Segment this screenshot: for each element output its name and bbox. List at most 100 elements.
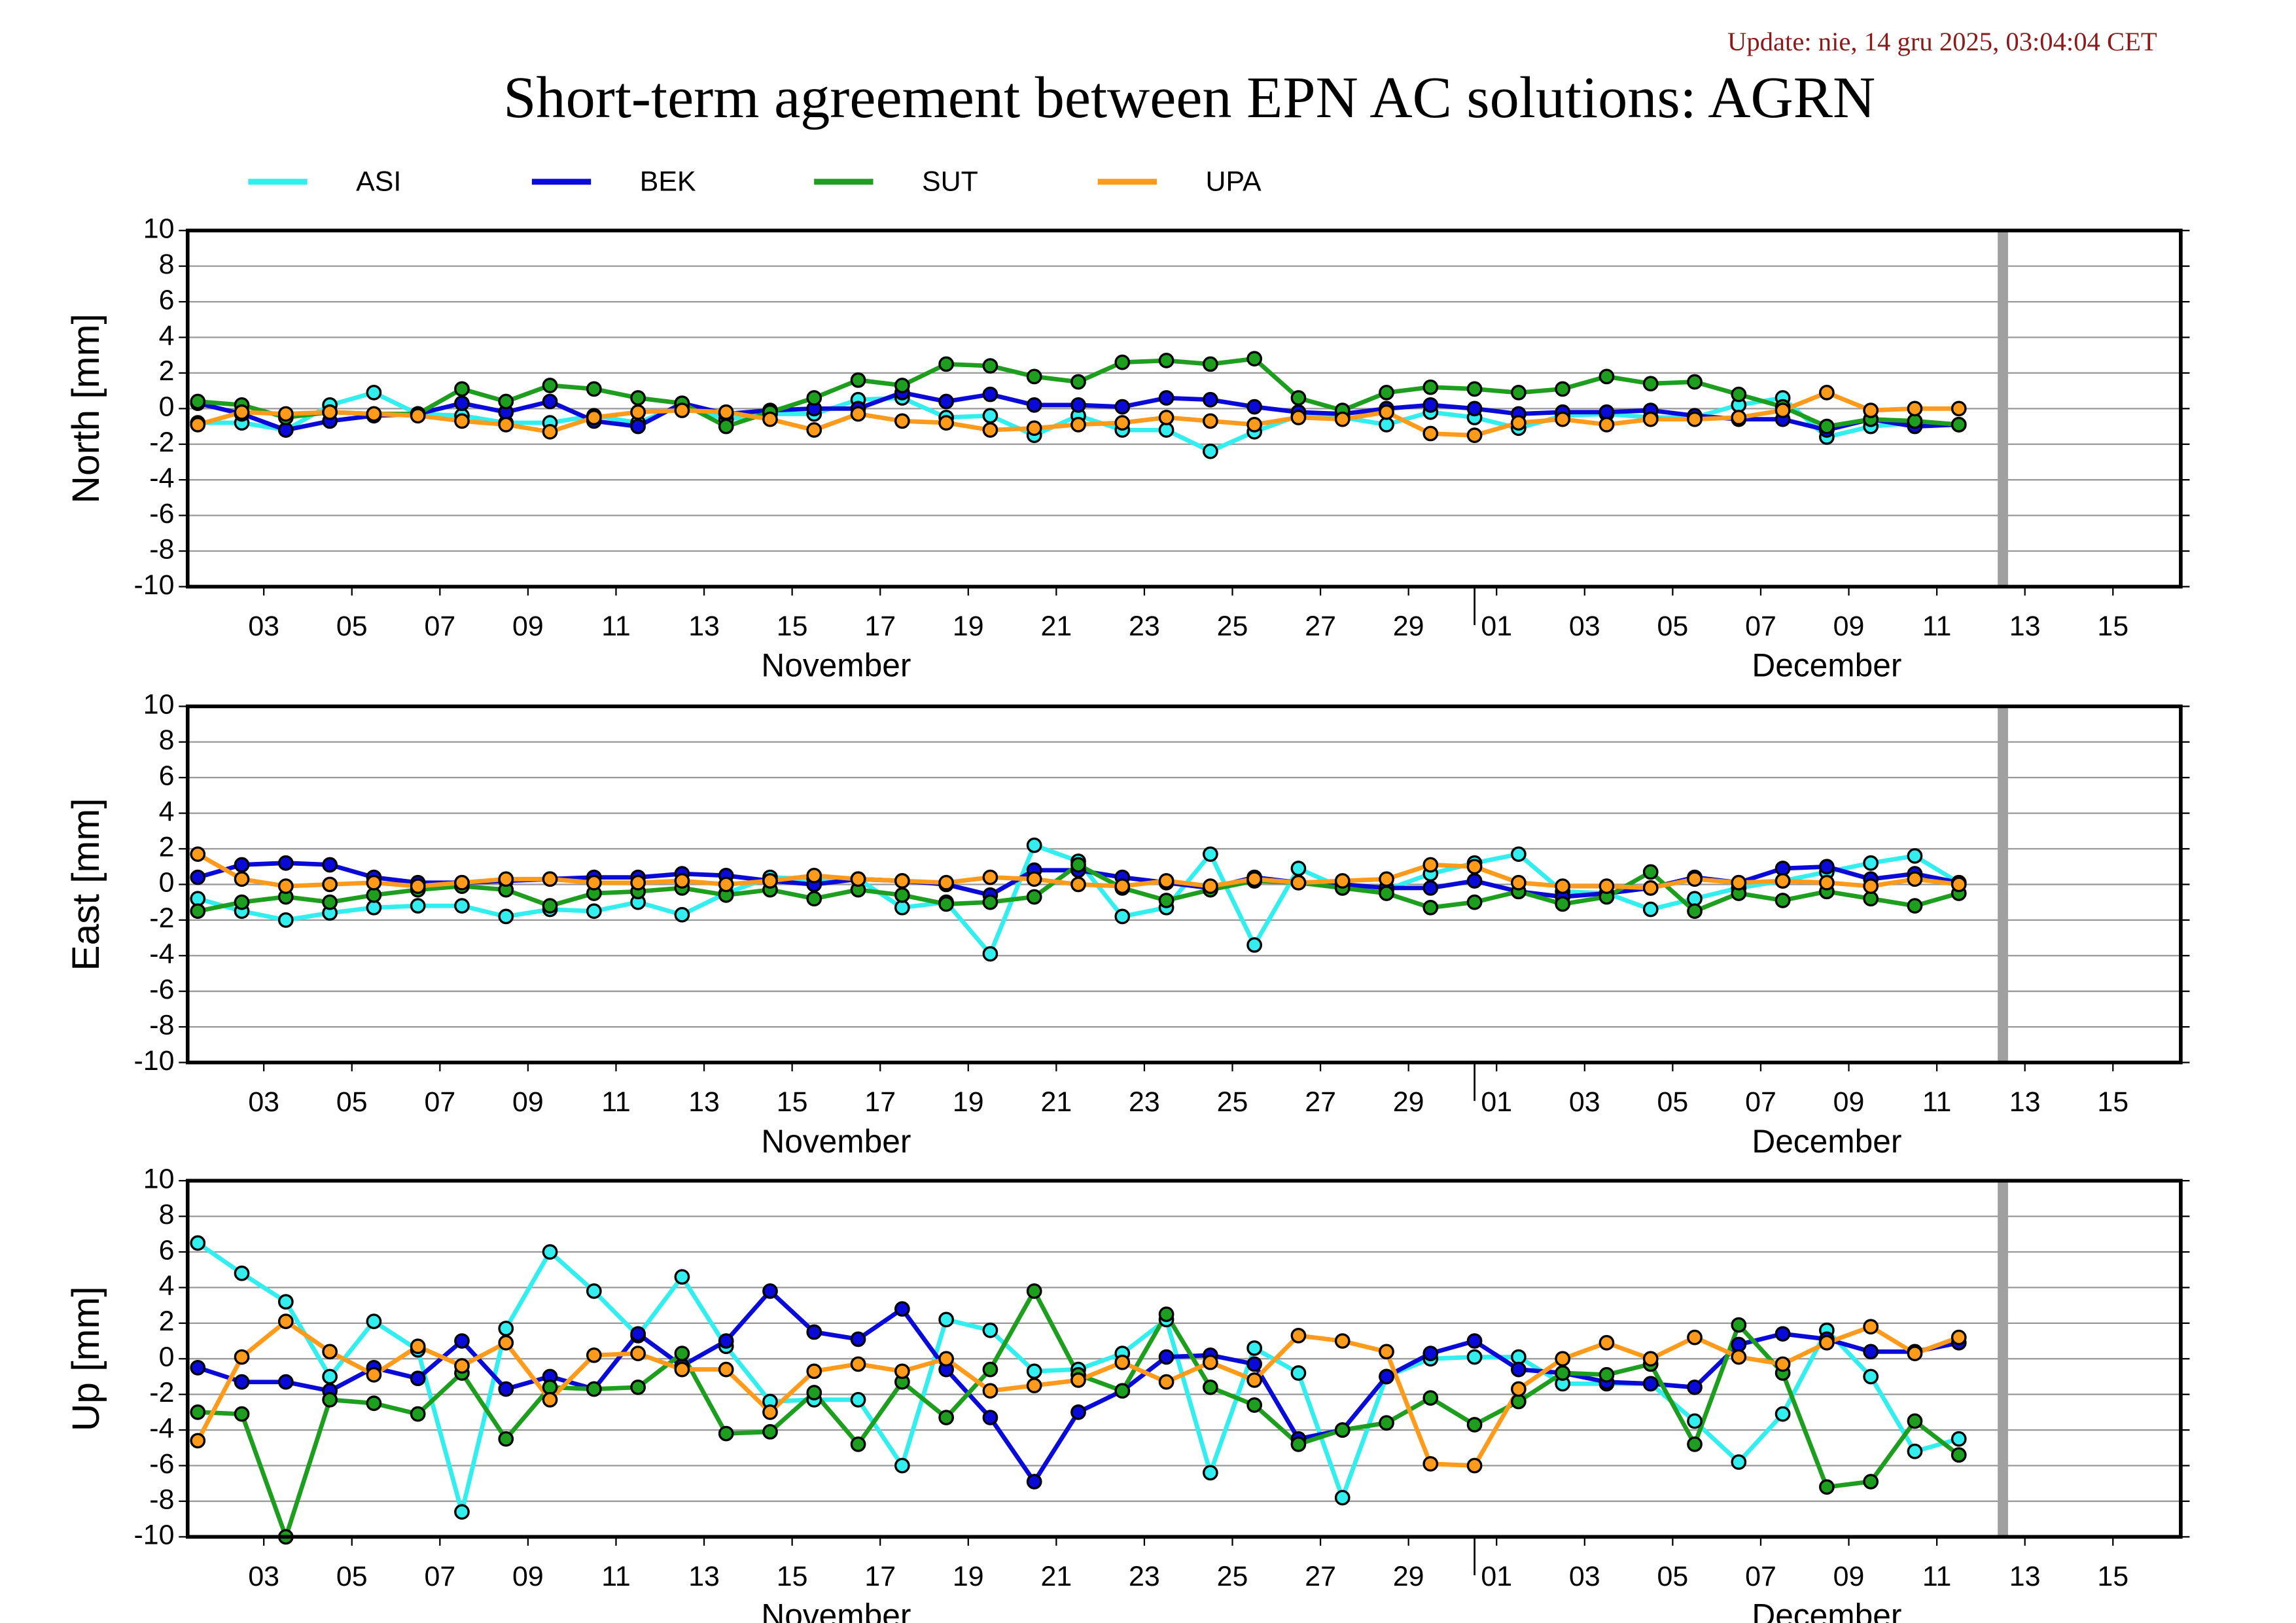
data-point: [190, 846, 206, 863]
data-point: [366, 1313, 382, 1329]
data-point: [1863, 1368, 1879, 1385]
data-point: [630, 404, 646, 420]
data-point: [1511, 1349, 1527, 1365]
data-point: [1158, 390, 1174, 406]
data-point: [1203, 391, 1218, 408]
data-point: [1290, 1436, 1307, 1452]
data-point: [1203, 1379, 1218, 1395]
data-point: [806, 1385, 822, 1400]
x-tick-label: 09: [512, 1086, 544, 1118]
legend-label: SUT: [922, 166, 978, 197]
data-point: [1114, 354, 1131, 370]
data-point: [1290, 390, 1307, 406]
data-point: [1379, 385, 1394, 401]
data-point: [410, 1370, 426, 1387]
data-point: [366, 899, 382, 916]
x-tick-label: 03: [1569, 1561, 1600, 1592]
x-tick-label: 05: [336, 611, 368, 642]
data-point: [1687, 374, 1703, 390]
data-point: [1114, 1383, 1131, 1399]
data-point: [1246, 416, 1262, 433]
data-point: [1907, 413, 1923, 429]
data-point: [630, 1326, 646, 1342]
data-point: [1775, 402, 1791, 418]
y-axis-label: Up [mm]: [65, 1286, 107, 1431]
data-point: [234, 1374, 250, 1390]
data-point: [762, 411, 778, 427]
x-tick-label: 15: [2097, 1086, 2128, 1118]
data-point: [1026, 1283, 1042, 1299]
data-point: [410, 878, 426, 895]
data-point: [1907, 871, 1923, 887]
data-point: [894, 413, 910, 429]
data-point: [806, 422, 822, 438]
x-tick-label: 01: [1481, 1086, 1512, 1118]
x-tick-label: 19: [953, 611, 984, 642]
y-tick-label: 8: [159, 724, 175, 756]
data-point: [894, 1457, 910, 1474]
data-point: [762, 1423, 778, 1440]
data-point: [1775, 1326, 1791, 1342]
data-point: [850, 1436, 866, 1452]
data-point: [410, 898, 426, 914]
data-point: [1642, 1376, 1659, 1392]
y-axis-label: East [mm]: [65, 798, 107, 971]
data-point: [498, 416, 514, 433]
x-tick-label: 01: [1481, 611, 1512, 642]
data-point: [1026, 420, 1042, 437]
y-tick-label: -8: [149, 1484, 174, 1515]
data-point: [1555, 381, 1571, 397]
data-point: [1379, 1368, 1394, 1385]
y-tick-label: -10: [133, 1520, 174, 1551]
x-tick-label: 13: [688, 1561, 720, 1592]
data-point: [366, 1366, 382, 1383]
data-point: [498, 871, 514, 887]
data-point: [894, 873, 910, 889]
data-point: [234, 1406, 250, 1422]
data-point: [1114, 415, 1131, 431]
data-point: [806, 1324, 822, 1340]
y-tick-label: -2: [149, 902, 174, 934]
data-point: [674, 1269, 690, 1285]
data-point: [542, 393, 558, 410]
x-tick-label: 07: [424, 611, 455, 642]
data-point: [1687, 903, 1703, 919]
data-point: [1158, 873, 1174, 889]
data-point: [542, 1391, 558, 1408]
data-point: [234, 894, 250, 910]
y-tick-label: 4: [159, 320, 175, 351]
legend-label: UPA: [1206, 166, 1262, 197]
x-tick-label: 23: [1129, 1086, 1160, 1118]
y-tick-label: -2: [149, 427, 174, 458]
update-time: Update: nie, 14 gru 2025, 03:04:04 CET: [1727, 27, 2157, 56]
data-point: [938, 1410, 954, 1425]
data-point: [1466, 401, 1483, 417]
data-point: [190, 1360, 206, 1376]
y-tick-label: -8: [149, 533, 174, 565]
data-point: [1731, 1336, 1747, 1353]
plot-frame: [185, 1179, 2183, 1539]
y-tick-label: 4: [159, 796, 175, 827]
data-point: [718, 404, 734, 420]
data-point: [1026, 397, 1042, 413]
data-point: [1907, 401, 1923, 417]
data-point: [1466, 427, 1483, 444]
data-point: [1907, 1346, 1923, 1361]
data-point: [982, 1410, 998, 1425]
data-point: [1819, 1479, 1835, 1495]
y-tick-label: 10: [143, 1163, 175, 1194]
data-point: [1511, 1381, 1527, 1397]
x-tick-label: 25: [1217, 611, 1248, 642]
x-tick-label: 19: [953, 1561, 984, 1592]
data-point: [1422, 1390, 1439, 1406]
data-point: [938, 874, 954, 891]
data-point: [1598, 368, 1615, 385]
x-tick-label: 07: [1745, 1561, 1776, 1592]
y-tick-label: 6: [159, 760, 175, 792]
data-point: [630, 1379, 646, 1395]
data-point: [894, 899, 910, 916]
data-point: [674, 873, 690, 889]
month-label: December: [1752, 647, 1901, 684]
data-point: [1951, 1447, 1967, 1463]
